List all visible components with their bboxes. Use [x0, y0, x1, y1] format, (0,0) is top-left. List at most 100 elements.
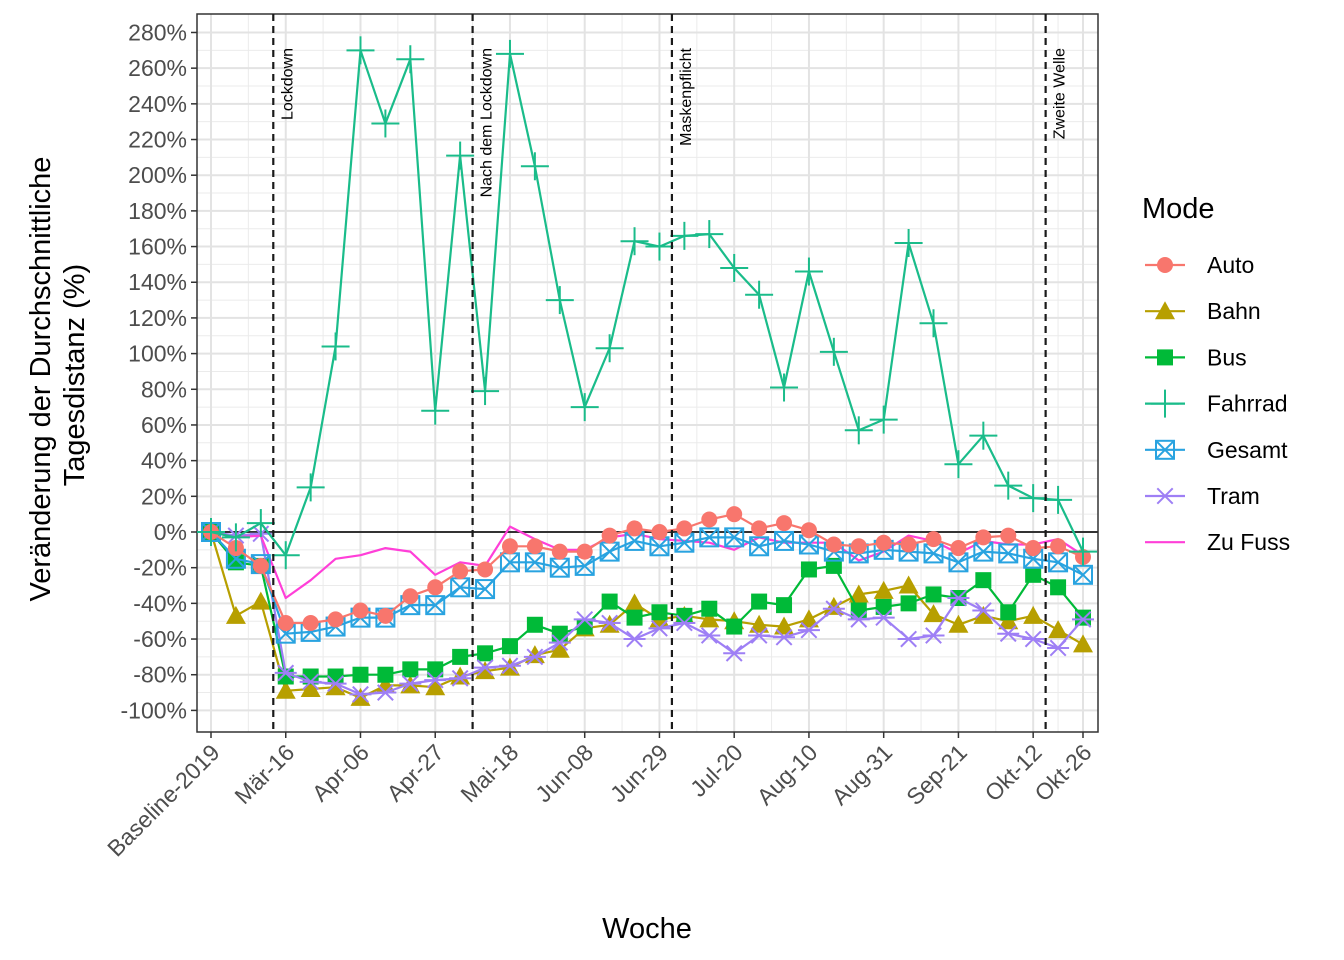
data-point-tram — [324, 675, 347, 693]
data-point-auto — [601, 527, 618, 544]
series-line-tram — [210, 530, 1084, 696]
x-tick-label: Apr-06 — [307, 739, 374, 806]
data-point-bahn — [749, 614, 770, 633]
data-point-auto — [800, 522, 817, 539]
x-tick-label: Apr-27 — [382, 739, 449, 806]
data-point-bus — [751, 593, 768, 610]
data-point-fahrrad — [520, 152, 549, 181]
data-point-tram — [847, 611, 870, 628]
data-point-tram — [698, 627, 721, 644]
data-point-tram — [773, 628, 796, 646]
data-point-fahrrad — [994, 471, 1023, 500]
data-point-bus — [1000, 604, 1017, 621]
data-point-auto — [302, 614, 319, 631]
x-tick-label: Mai-18 — [455, 739, 523, 807]
data-point-gesamt — [699, 527, 720, 548]
data-point-auto — [576, 543, 593, 560]
data-point-fahrrad — [296, 473, 325, 502]
legend-item-gesamt: Gesamt — [1145, 437, 1288, 463]
data-point-fahrrad — [745, 280, 774, 309]
data-point-auto — [850, 538, 867, 555]
data-point-bahn — [699, 609, 720, 628]
x-tick-label: Mär-16 — [229, 739, 299, 809]
data-point-tram — [897, 630, 920, 648]
y-tick-label: 200% — [128, 162, 187, 188]
data-point-tram — [623, 630, 646, 648]
y-tick-label: 260% — [128, 55, 187, 81]
x-tick-label: Sep-21 — [901, 739, 972, 810]
data-point-bahn — [848, 584, 869, 603]
events-layer: Lockdown Nach dem Lockdown Maskenpflicht Zw… — [272, 14, 1069, 732]
data-point-fahrrad — [1069, 537, 1097, 566]
data-point-bus — [1050, 579, 1067, 596]
data-point-bahn — [450, 666, 471, 685]
data-point-bahn — [624, 593, 645, 612]
data-point-bahn — [325, 677, 346, 696]
panel-border — [196, 13, 1099, 733]
legend-label-zu-fuss: Zu Fuss — [1207, 529, 1290, 555]
data-point-tram — [424, 671, 447, 689]
data-point-fahrrad — [446, 141, 475, 170]
data-point-fahrrad — [919, 309, 948, 338]
data-point-auto — [726, 506, 743, 523]
y-tick-label: 40% — [141, 448, 187, 474]
x-tick-label: Okt-26 — [1029, 739, 1096, 806]
data-point-gesamt — [998, 543, 1019, 564]
data-point-auto — [676, 520, 693, 537]
data-point-auto — [1025, 540, 1042, 557]
data-point-gesamt — [724, 527, 745, 548]
data-point-gesamt — [749, 536, 770, 557]
data-point-tram — [399, 675, 422, 693]
y-axis-title-line-2: Tagesdistanz (%) — [59, 264, 91, 486]
data-point-gesamt — [475, 579, 496, 600]
data-point-auto — [252, 557, 269, 574]
y-tick-label: -100% — [121, 697, 187, 723]
data-point-fahrrad — [794, 257, 823, 286]
data-point-bahn — [250, 591, 271, 610]
data-point-tram — [474, 659, 497, 676]
data-point-bus — [452, 648, 469, 665]
data-point-auto — [327, 611, 344, 628]
data-point-tram — [797, 621, 820, 639]
data-point-fahrrad — [545, 286, 574, 315]
data-point-bahn — [300, 678, 321, 697]
data-point-gesamt — [1048, 552, 1069, 573]
data-point-bus — [825, 557, 842, 574]
data-point-fahrrad — [645, 232, 674, 261]
data-point-fahrrad — [670, 221, 699, 250]
data-point-auto — [925, 531, 942, 548]
data-point-gesamt — [798, 534, 819, 555]
data-point-bus — [701, 600, 718, 617]
data-point-bus — [402, 661, 419, 678]
y-tick-label: 80% — [141, 376, 187, 402]
data-point-bahn — [774, 616, 795, 635]
data-point-bus — [975, 572, 992, 589]
data-point-bahn — [898, 575, 919, 594]
data-point-auto — [477, 561, 494, 578]
data-point-gesamt — [774, 530, 795, 551]
y-tick-label: -40% — [133, 590, 187, 616]
legend-label-fahrrad: Fahrrad — [1207, 391, 1288, 417]
y-tick-label: 240% — [128, 91, 187, 117]
legend-label-gesamt: Gesamt — [1207, 437, 1288, 463]
legend-title: Mode — [1142, 193, 1215, 225]
data-point-bahn — [798, 609, 819, 628]
legend-key-bus — [1157, 349, 1173, 366]
data-point-bus — [352, 666, 369, 683]
y-tick-label: 0% — [154, 519, 187, 545]
data-point-bus — [651, 604, 668, 621]
legend-label-tram: Tram — [1207, 483, 1260, 509]
y-tick-label: 100% — [128, 341, 187, 367]
data-point-bus — [676, 607, 693, 624]
data-point-bahn — [475, 661, 496, 680]
data-point-auto — [377, 607, 394, 624]
y-axis-title-line-1: Veränderung der Durchschnittliche — [25, 157, 57, 602]
data-point-tram — [299, 673, 322, 691]
y-axis-title: Veränderung der Durchschnittliche Tagesd… — [25, 149, 91, 602]
y-tick-label: 20% — [141, 483, 187, 509]
data-point-tram — [822, 600, 845, 618]
data-point-bus — [875, 598, 892, 615]
data-point-bus — [327, 668, 344, 685]
data-point-auto — [402, 588, 419, 605]
data-point-tram — [548, 634, 571, 652]
